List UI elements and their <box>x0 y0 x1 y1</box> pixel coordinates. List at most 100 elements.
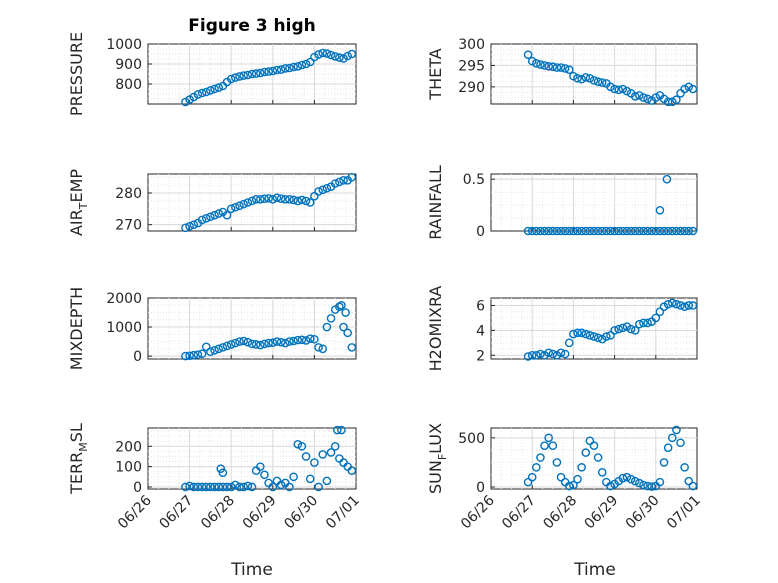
data-point <box>635 478 644 488</box>
data-point <box>659 226 669 236</box>
data-point <box>285 63 294 73</box>
data-point <box>667 226 677 236</box>
data-point <box>622 472 632 482</box>
data-point <box>247 339 257 349</box>
y-tick-label: 300 <box>458 37 485 53</box>
y-tick-label: 900 <box>115 57 142 73</box>
data-point <box>606 481 615 491</box>
data-point <box>581 226 591 236</box>
data-point <box>260 470 269 480</box>
data-point <box>647 226 656 236</box>
subplot-right-4: 0 500 06/26 06/27 06/28 06/29 06/30 07/01 SUNFLU… <box>426 423 704 532</box>
data-point <box>647 482 656 491</box>
data-point <box>548 62 558 72</box>
data-point <box>251 195 261 204</box>
data-point <box>556 348 566 358</box>
data-point <box>655 226 665 236</box>
data-point <box>243 70 253 80</box>
data-point <box>268 482 278 492</box>
data-point <box>593 226 603 236</box>
data-point <box>573 474 582 484</box>
data-point <box>347 343 357 352</box>
data-point <box>247 196 257 206</box>
x-tick-label: 06/29 <box>582 493 622 533</box>
y-tick-label: 100 <box>115 460 142 476</box>
data-point <box>326 50 336 60</box>
data-point <box>210 210 219 220</box>
data-point <box>532 58 541 68</box>
data-point <box>235 337 244 346</box>
data-point <box>655 477 665 487</box>
data-point <box>610 226 619 236</box>
data-point <box>193 482 203 492</box>
data-point <box>214 209 224 218</box>
data-point <box>630 226 640 236</box>
data-point <box>680 84 689 94</box>
data-point <box>226 74 236 84</box>
x-axis-label-right: Time <box>573 560 616 580</box>
y-tick-label: 500 <box>458 431 485 447</box>
data-point <box>310 334 319 344</box>
data-point <box>272 65 282 75</box>
data-point <box>560 226 570 236</box>
data-point <box>552 226 562 236</box>
data-point <box>285 195 294 204</box>
data-point <box>630 476 640 486</box>
data-point <box>210 84 219 94</box>
data-point <box>197 215 207 225</box>
data-point <box>618 84 628 94</box>
data-point <box>256 195 265 204</box>
y-tick-label: 270 <box>115 218 142 234</box>
data-point <box>289 336 298 346</box>
data-point <box>643 318 652 328</box>
data-point <box>197 482 207 492</box>
data-point <box>527 226 537 236</box>
data-point <box>536 349 545 359</box>
data-point <box>272 337 282 346</box>
data-point <box>614 324 624 334</box>
data-point <box>305 198 315 207</box>
data-point <box>231 73 240 82</box>
data-point <box>222 210 232 220</box>
data-point <box>556 472 566 482</box>
data-point <box>667 298 677 308</box>
data-point <box>585 436 595 446</box>
data-point <box>218 343 228 352</box>
data-point <box>536 453 545 462</box>
data-point <box>251 69 261 78</box>
x-tick-label: 06/28 <box>540 493 580 533</box>
data-point <box>181 482 190 492</box>
data-point <box>332 425 342 435</box>
data-point <box>297 195 307 205</box>
data-point <box>326 314 336 323</box>
y-axis-label: SUNFLUX <box>426 423 449 494</box>
data-point <box>343 51 352 61</box>
data-point <box>688 481 698 491</box>
data-point <box>639 93 648 102</box>
data-point <box>330 441 340 451</box>
data-point <box>643 94 652 104</box>
data-point <box>577 226 586 236</box>
data-point <box>305 334 315 343</box>
data-point <box>293 335 303 345</box>
data-point <box>548 441 558 451</box>
y-axis-label: PRESSURE <box>67 32 86 116</box>
data-point <box>247 69 257 79</box>
data-point <box>610 326 619 335</box>
data-point <box>564 65 574 75</box>
x-tick-label: 06/26 <box>458 492 498 532</box>
data-point <box>201 87 211 97</box>
data-point <box>589 76 599 85</box>
data-point <box>581 73 591 82</box>
data-point <box>235 201 244 210</box>
data-point <box>189 350 199 360</box>
data-point <box>206 482 215 492</box>
data-point <box>651 313 661 323</box>
data-point <box>297 441 307 451</box>
data-point <box>536 226 545 236</box>
data-point <box>626 474 636 484</box>
data-point <box>226 204 236 214</box>
data-point <box>181 97 190 107</box>
data-point <box>663 97 673 107</box>
